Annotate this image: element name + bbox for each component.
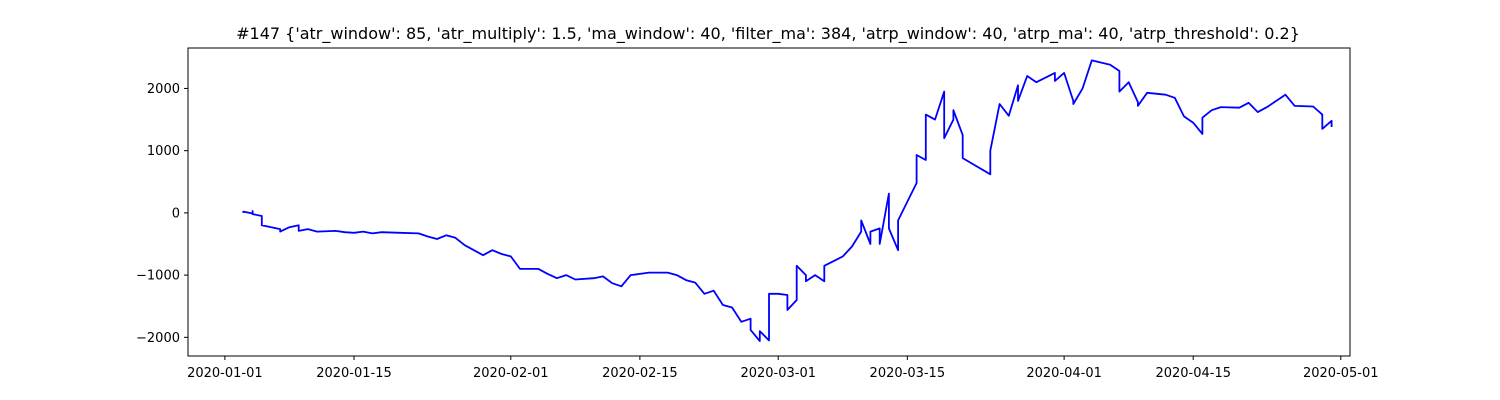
x-tick-label: 2020-02-15: [602, 366, 678, 381]
y-tick-label: 2000: [147, 82, 180, 97]
series-line-0: [242, 59, 1333, 343]
x-tick-label: 2020-02-01: [473, 366, 549, 381]
chart-title: #147 {'atr_window': 85, 'atr_multiply': …: [236, 24, 1300, 44]
x-tick-label: 2020-03-01: [740, 366, 816, 381]
y-tick-label: −2000: [136, 331, 180, 346]
x-tick-label: 2020-05-01: [1303, 366, 1379, 381]
y-tick-label: −1000: [136, 269, 180, 284]
x-tick-label: 2020-04-01: [1026, 366, 1102, 381]
series-layer: [242, 59, 1333, 343]
x-tick-label: 2020-03-15: [870, 366, 946, 381]
x-tick-label: 2020-01-01: [187, 366, 263, 381]
plot-frame: [187, 47, 1351, 357]
y-axis: −2000 −1000 0 1000 2000: [136, 82, 188, 346]
y-tick-label: 0: [172, 206, 180, 221]
x-axis: 2020-01-01 2020-01-15 2020-02-01 2020-02-15…: [187, 356, 1379, 381]
x-tick-label: 2020-01-15: [316, 366, 392, 381]
x-tick-label: 2020-04-15: [1155, 366, 1231, 381]
y-tick-label: 1000: [147, 144, 180, 159]
